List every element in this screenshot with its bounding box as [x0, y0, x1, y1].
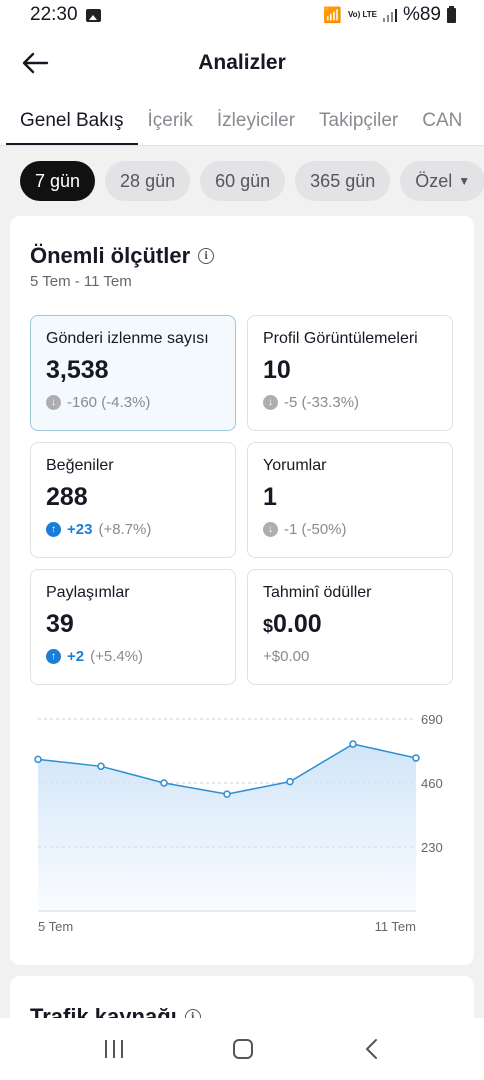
date-range-chips: 7 gün 28 gün 60 gün 365 gün Özel ▼ [0, 146, 484, 216]
up-arrow-icon: ↑ [46, 649, 61, 664]
metric-change: ↑ +23 (+8.7%) [46, 521, 220, 538]
data-point [286, 777, 294, 786]
metric-label: Tahminî ödüller [263, 584, 372, 601]
info-icon[interactable]: i [198, 248, 215, 264]
range-7-days[interactable]: 7 gün [20, 161, 96, 201]
metric-change-detail: +$0.00 [263, 648, 310, 665]
lte-icon: Vo) LTE [347, 10, 377, 19]
back-button[interactable] [18, 49, 52, 77]
metric-comments[interactable]: Yorumlar 1 ↓ -1 (-50%) [247, 442, 453, 558]
header: Analizler [0, 30, 484, 96]
metric-change-detail: (+5.4%) [90, 648, 144, 665]
metric-value: $0.00 [263, 610, 437, 639]
data-point [223, 790, 231, 798]
home-button[interactable] [233, 1039, 253, 1059]
battery-icon [447, 5, 456, 23]
metric-label: Beğeniler [46, 457, 114, 474]
range-custom[interactable]: Özel ▼ [400, 161, 484, 201]
metric-value: 39 [46, 610, 74, 638]
metric-label: Profil Görüntülemeleri [263, 330, 418, 347]
metric-change: ↑ +2 (+5.4%) [46, 648, 220, 665]
key-metrics-title-text: Önemli ölçütler [30, 243, 191, 268]
x-tick-label: 5 Tem [38, 919, 73, 934]
metric-value: 10 [263, 356, 291, 384]
currency-symbol: $ [263, 616, 274, 636]
metric-shares[interactable]: Paylaşımlar 39 ↑ +2 (+5.4%) [30, 569, 236, 685]
metric-change-detail: -160 (-4.3%) [67, 394, 151, 411]
range-custom-label: Özel [415, 170, 453, 191]
status-bar: 22:30 📶 Vo) LTE %89 [0, 0, 484, 30]
range-365-days[interactable]: 365 gün [295, 161, 391, 201]
metric-change-detail: -1 (-50%) [284, 521, 347, 538]
tab-content[interactable]: İçerik [147, 109, 193, 131]
key-metrics-title: Önemli ölçütler i [30, 243, 215, 269]
y-tick-label: 460 [421, 776, 443, 791]
date-range-label: 5 Tem - 11 Tem [30, 273, 132, 290]
page-title: Analizler [198, 51, 286, 74]
metric-value-number: 0.00 [273, 610, 322, 638]
data-point [412, 754, 420, 762]
y-tick-label: 690 [421, 712, 443, 727]
recent-apps-button[interactable] [105, 1040, 123, 1058]
metric-change: ↓ -160 (-4.3%) [46, 394, 220, 411]
post-views-chart: 690 460 230 5 Tem 11 Tem [10, 706, 474, 946]
metric-label: Paylaşımlar [46, 584, 130, 601]
data-point [160, 779, 168, 787]
metric-likes[interactable]: Beğeniler 288 ↑ +23 (+8.7%) [30, 442, 236, 558]
tab-live[interactable]: CAN [422, 109, 463, 131]
metric-label: Gönderi izlenme sayısı [46, 330, 209, 347]
up-arrow-icon: ↑ [46, 522, 61, 537]
tab-overview[interactable]: Genel Bakış [6, 96, 137, 145]
metric-post-views[interactable]: Gönderi izlenme sayısı 3,538 ↓ -160 (-4.… [30, 315, 236, 431]
metric-label: Yorumlar [263, 457, 327, 474]
metric-change: ↓ -5 (-33.3%) [263, 394, 437, 411]
wifi-icon: 📶 [323, 7, 342, 24]
data-point [97, 762, 105, 771]
data-point [349, 740, 357, 748]
tab-followers[interactable]: Takipçiler [319, 109, 399, 131]
down-arrow-icon: ↓ [263, 395, 278, 410]
battery-text: %89 [402, 4, 441, 25]
gallery-notification-icon [85, 8, 101, 22]
metric-value: 1 [263, 483, 277, 511]
metric-value: 3,538 [46, 356, 109, 384]
area-fill [38, 744, 416, 911]
metric-change-detail: (+8.7%) [98, 521, 152, 538]
post-views-chart-svg: 690 460 230 5 Tem 11 Tem [34, 712, 443, 934]
metric-change-detail: -5 (-33.3%) [284, 394, 360, 411]
range-28-days[interactable]: 28 gün [105, 161, 191, 201]
metric-change-amount: +2 [67, 648, 85, 665]
down-arrow-icon: ↓ [46, 395, 61, 410]
tab-viewers[interactable]: İzleyiciler [216, 109, 296, 131]
status-time: 22:30 [30, 4, 78, 25]
down-arrow-icon: ↓ [263, 522, 278, 537]
x-tick-label: 11 Tem [375, 919, 416, 934]
y-tick-label: 230 [421, 840, 443, 855]
metric-change: +$0.00 [263, 648, 437, 665]
metric-profile-views[interactable]: Profil Görüntülemeleri 10 ↓ -5 (-33.3%) [247, 315, 453, 431]
analytics-tabs: Genel Bakış İçerik İzleyiciler Takipçile… [0, 96, 484, 146]
chevron-down-icon: ▼ [458, 174, 471, 188]
metric-change-amount: +23 [67, 521, 93, 538]
range-60-days[interactable]: 60 gün [200, 161, 286, 201]
signal-icon [382, 8, 397, 22]
data-point [34, 755, 42, 764]
back-arrow-icon [22, 52, 49, 74]
system-back-button[interactable] [363, 1038, 379, 1060]
system-nav-bar [0, 1018, 484, 1080]
metric-value: 288 [46, 483, 88, 511]
metric-estimated-rewards[interactable]: Tahminî ödüller $0.00 +$0.00 [247, 569, 453, 685]
metric-change: ↓ -1 (-50%) [263, 521, 437, 538]
key-metrics-card: Önemli ölçütler i 5 Tem - 11 Tem Gönderi… [10, 216, 474, 965]
